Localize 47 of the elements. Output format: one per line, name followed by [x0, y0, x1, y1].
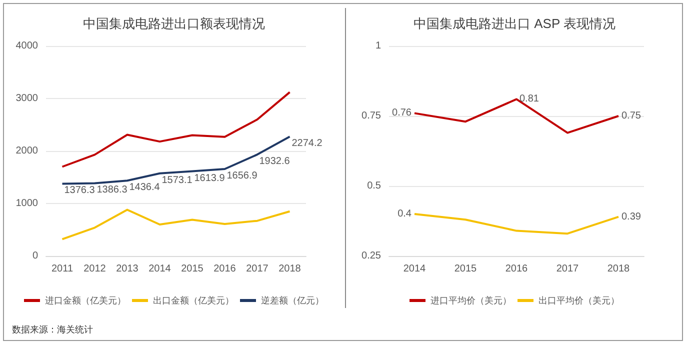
data-label: 1613.9 — [194, 172, 226, 184]
data-label: 1573.1 — [162, 174, 193, 186]
x-tick-label: 2015 — [181, 264, 204, 274]
y-tick-label: 0.75 — [362, 110, 382, 122]
data-label: 0.81 — [520, 94, 540, 105]
y-tick-label: 0.25 — [362, 250, 382, 262]
x-tick-label: 2018 — [278, 264, 302, 274]
y-tick-label: 1 — [375, 40, 382, 52]
legend-label: 逆差额（亿元） — [261, 296, 324, 306]
data-label: 0.75 — [622, 110, 642, 122]
x-tick-label: 2012 — [84, 264, 106, 274]
y-tick-label: 2000 — [16, 146, 38, 156]
chart-title: 中国集成电路进出口额表现情况 — [83, 16, 265, 31]
x-tick-label: 2014 — [148, 264, 172, 274]
x-tick-label: 2016 — [505, 264, 528, 274]
line-series — [61, 91, 291, 168]
y-tick-label: 0.5 — [367, 180, 382, 192]
x-tick-label: 2011 — [51, 264, 74, 274]
x-tick-label: 2013 — [116, 264, 139, 274]
x-tick-label: 2018 — [607, 264, 630, 274]
legend-label: 进口平均价（美元） — [430, 296, 512, 306]
data-label: 2274.2 — [292, 138, 323, 150]
legend-label: 进口金额（亿美元） — [45, 296, 126, 306]
data-label: 1932.6 — [259, 156, 290, 168]
y-tick-label: 3000 — [16, 93, 38, 104]
data-label: 1656.9 — [226, 170, 258, 182]
y-tick-label: 1000 — [16, 198, 38, 209]
data-label: 0.39 — [622, 211, 642, 222]
line-series — [61, 208, 291, 240]
data-label: 1376.3 — [64, 185, 96, 196]
data-label: 1436.4 — [129, 182, 160, 194]
y-tick-label: 0 — [32, 250, 38, 262]
x-tick-label: 2015 — [454, 264, 478, 274]
legend-label: 出口平均价（美元） — [538, 296, 620, 306]
line-series — [61, 136, 291, 185]
y-tick-label: 4000 — [16, 40, 38, 52]
data-label: 1386.3 — [96, 184, 128, 196]
chart-title: 中国集成电路进出口 ASP 表现情况 — [413, 16, 616, 31]
x-tick-label: 2017 — [246, 264, 269, 274]
line-series — [414, 213, 620, 235]
legend-label: 出口金额（亿美元） — [153, 296, 234, 306]
x-tick-label: 2016 — [214, 264, 236, 274]
x-tick-label: 2017 — [556, 264, 580, 274]
data-label: 0.4 — [398, 208, 412, 220]
x-tick-label: 2014 — [403, 264, 426, 274]
data-label: 0.76 — [392, 108, 412, 119]
source-note: 数据来源：海关统计 — [12, 324, 93, 334]
